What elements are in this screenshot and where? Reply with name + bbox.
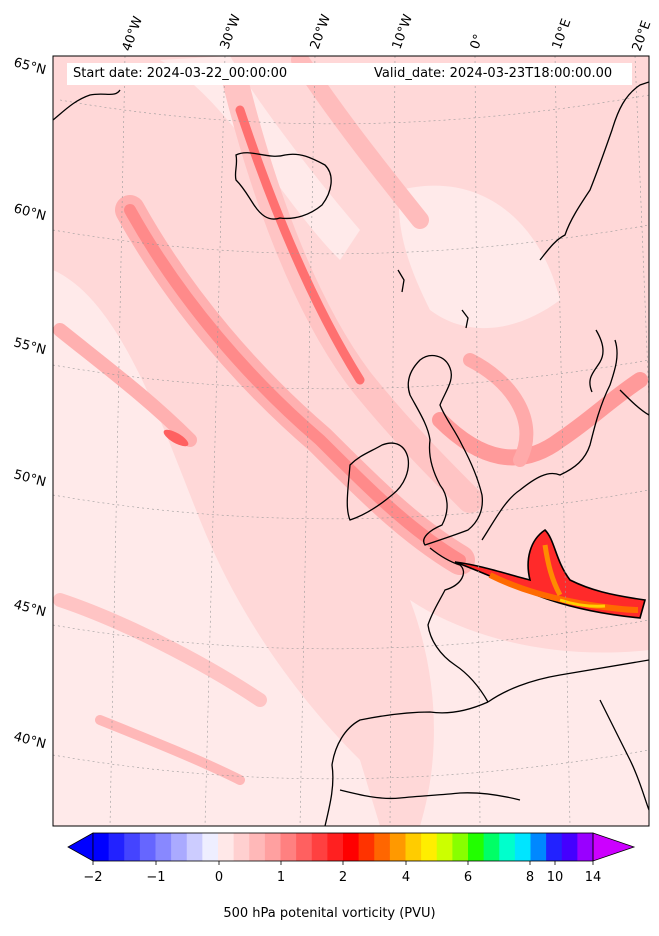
iceland-coast [234,152,332,220]
colorbar-swatch [296,833,313,861]
lon-label: 10°W [390,12,416,51]
lon-label: 20°W [308,12,334,51]
colorbar-under-arrow [67,832,94,862]
colorbar-swatch [139,833,156,861]
colorbar-tick: 0 [214,870,224,885]
start-date: Start date: 2024-03-22_00:00:00 [73,63,288,85]
colorbar-tick: 1 [276,870,286,885]
colorbar-swatch [327,833,344,861]
colorbar-tick: 14 [584,870,602,885]
colorbar-swatch [218,833,235,861]
lat-label: 65°N [12,55,48,78]
colorbar-swatch [499,833,516,861]
norway-island-coast [397,269,405,293]
colorbar-swatch [264,833,281,861]
colorbar [67,832,636,865]
colorbar-swatch [530,833,547,861]
colorbar-swatch [155,833,172,861]
lon-label: 20°E [630,19,655,54]
colorbar-swatch [405,833,422,861]
colorbar-swatch [249,833,266,861]
greenland-coast [53,89,121,121]
lat-label: 40°N [12,729,48,752]
lon-label: 40°W [120,14,146,53]
map-panel [53,56,649,826]
lat-label: 45°N [12,597,48,620]
colorbar-swatch [108,833,125,861]
colorbar-swatch [546,833,563,861]
continent-coast [487,659,649,703]
lat-label: 55°N [12,335,48,358]
colorbar-tick: 10 [546,870,564,885]
colorbar-swatch [343,833,360,861]
longitude-labels: 40°W 30°W 20°W 10°W 0° 10°E 20°E [120,12,655,53]
lon-label: 10°E [550,17,575,52]
lon-label: 0° [468,32,487,51]
colorbar-swatch [436,833,453,861]
lon-label: 30°W [218,12,244,51]
colorbar-swatch [171,833,188,861]
scandinavia-coast [539,81,649,261]
colorbar-swatch [577,833,594,861]
colorbar-tick: 8 [525,870,535,885]
map-frame [52,55,650,827]
graticule [53,56,649,826]
colorbar-swatch [561,833,578,861]
lat-label: 50°N [12,467,48,490]
pv-anomaly [163,429,647,619]
colorbar-swatch [452,833,469,861]
colorbar-swatch [374,833,391,861]
colorbar-swatch [421,833,438,861]
france-coast [427,547,489,703]
colorbar-title: 500 hPa potenital vorticity (PVU) [223,906,436,921]
colorbar-swatch [358,833,375,861]
iberia-coast [324,701,489,826]
colorbar-swatch [233,833,250,861]
lat-label: 60°N [12,201,48,224]
britain-coast [407,354,484,546]
colorbar-swatch [124,833,141,861]
colorbar-swatch [483,833,500,861]
latitude-labels: 65°N 60°N 55°N 50°N 45°N 40°N [12,55,48,752]
colorbar-tick: 2 [338,870,348,885]
colorbar-tick: −1 [146,870,166,885]
colorbar-tick: 6 [463,870,473,885]
shetland-coast [461,309,469,329]
colorbar-swatch [468,833,485,861]
colorbar-swatch [389,833,406,861]
valid-date: Valid_date: 2024-03-23T18:00:00.00 [374,63,613,85]
baltic-coast [619,389,649,416]
colorbar-tick: 4 [401,870,411,885]
ireland-coast [346,442,410,521]
colorbar-swatch [186,833,203,861]
africa-coast [339,789,521,801]
colorbar-swatch [514,833,531,861]
colorbar-swatch [280,833,297,861]
colorbar-tick: −2 [83,870,103,885]
colorbar-swatch [93,833,110,861]
italy-coast [599,699,649,811]
colorbar-over-arrow [592,832,636,862]
denmark-coast [589,329,604,393]
colorbar-swatch [311,833,328,861]
north-sea-coast [481,339,618,541]
colorbar-swatch [202,833,219,861]
coastlines [53,81,649,826]
